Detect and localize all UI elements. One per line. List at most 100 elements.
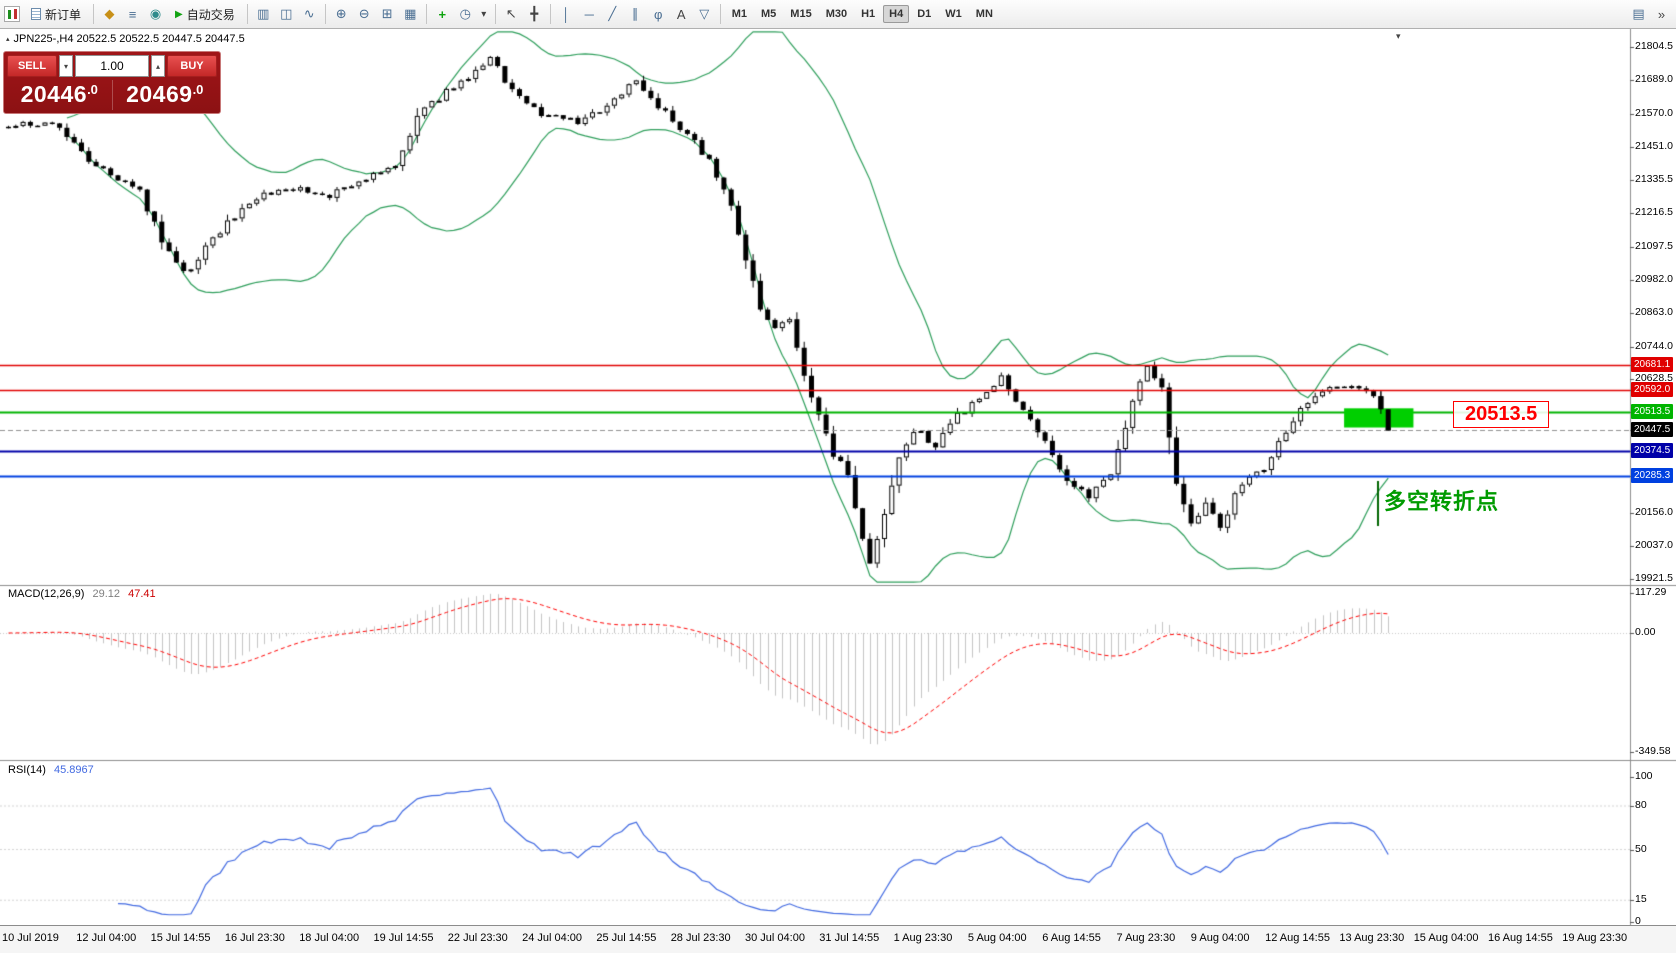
price-scale[interactable]: 21804.5 21689.0 21570.0 21451.0 21335.5 21216…	[1630, 29, 1676, 927]
time-axis-label: 19 Jul 14:55	[373, 932, 434, 944]
macd-indicator-label: MACD(12,26,9) 29.12 47.41	[8, 588, 156, 600]
turning-point-note[interactable]: 多空转折点	[1384, 489, 1500, 514]
macd-scale-label: 0.00	[1635, 626, 1656, 638]
channel-icon[interactable]: ∥	[631, 6, 639, 21]
toolbar-divider	[324, 4, 326, 24]
candle-chart-icon[interactable]: ◫	[280, 6, 293, 21]
macd-scale-label: 117.29	[1635, 586, 1667, 599]
macd-name: MACD(12,26,9)	[8, 588, 85, 600]
price-level-tag: 20592.0	[1631, 381, 1674, 397]
time-axis-label: 16 Jul 23:30	[224, 932, 285, 944]
time-axis-label: 30 Jul 04:00	[745, 932, 805, 944]
zoom-in-icon[interactable]: ⊕	[335, 6, 347, 21]
navigator-icon[interactable]: ◉	[149, 6, 162, 21]
autotrading-play-icon: ▶	[175, 8, 183, 20]
chart-canvas[interactable]	[0, 29, 1676, 925]
price-scale-label: 20863.0	[1635, 306, 1673, 319]
horizontal-line-icon[interactable]: ─	[584, 6, 594, 22]
time-axis-label: 13 Aug 23:30	[1339, 932, 1405, 944]
price-scale-label: 20744.0	[1635, 339, 1673, 352]
rsi-scale-label: 0	[1635, 915, 1641, 927]
time-axis-label: 15 Aug 04:00	[1413, 932, 1479, 944]
buy-price[interactable]: 20469.0	[111, 80, 218, 110]
crosshair-icon[interactable]: ╋	[530, 6, 539, 21]
timeframe-m1-button[interactable]: M1	[731, 8, 748, 20]
cursor-icon[interactable]: ↖	[505, 6, 517, 21]
dock-icon[interactable]: ▤	[1632, 6, 1645, 21]
price-level-tag: 20447.5	[1631, 422, 1674, 438]
timeframe-h1-button[interactable]: H1	[861, 8, 876, 20]
price-level-tag: 20513.5	[1631, 403, 1674, 419]
vertical-line-icon[interactable]: │	[562, 6, 571, 22]
sell-button[interactable]: SELL	[7, 55, 57, 77]
time-axis-label: 1 Aug 23:30	[893, 932, 953, 944]
time-axis-label: 12 Jul 04:00	[76, 932, 137, 944]
line-chart-icon[interactable]: ∿	[303, 6, 315, 21]
tile-windows-icon[interactable]: ⊞	[381, 6, 393, 21]
time-axis-label: 25 Jul 14:55	[596, 932, 657, 944]
new-order-button[interactable]: 新订单	[24, 3, 88, 25]
zoom-out-icon[interactable]: ⊖	[358, 6, 370, 21]
autotrading-label: 自动交易	[186, 7, 235, 22]
toolbar-divider	[549, 4, 551, 24]
price-level-tag: 20681.1	[1631, 356, 1674, 372]
autotrading-button[interactable]: ▶ 自动交易	[168, 3, 242, 25]
price-scale-label: 21335.5	[1635, 172, 1673, 185]
timeframe-w1-button[interactable]: W1	[945, 8, 962, 20]
rsi-scale-label: 80	[1635, 799, 1647, 811]
indicators-icon[interactable]: +	[438, 6, 447, 22]
profiles-icon[interactable]: ◆	[104, 6, 115, 21]
volume-down-button[interactable]: ▾	[59, 55, 73, 77]
trendline-icon[interactable]: ╱	[608, 6, 617, 21]
rsi-value: 45.8967	[53, 764, 94, 776]
toolbar-overflow-icon[interactable]: »	[1657, 6, 1666, 22]
sell-price-frac: .0	[87, 82, 98, 97]
fibonacci-icon[interactable]: φ	[654, 6, 663, 22]
shapes-icon[interactable]: ▽	[699, 6, 710, 21]
price-scale-label: 20037.0	[1635, 539, 1673, 552]
sell-price[interactable]: 20446.0	[7, 80, 112, 110]
price-scale-label: 21804.5	[1635, 40, 1673, 53]
time-axis-label: 9 Aug 04:00	[1190, 932, 1250, 944]
price-scale-label: 21689.0	[1635, 73, 1673, 86]
price-scale-label: 21451.0	[1635, 140, 1673, 153]
timeframe-m15-button[interactable]: M15	[790, 8, 812, 20]
time-axis-label: 28 Jul 23:30	[670, 932, 731, 944]
timeframe-h4-button[interactable]: H4	[883, 5, 910, 23]
buy-button[interactable]: BUY	[167, 55, 217, 77]
buy-price-int: 20469	[126, 81, 193, 107]
bar-chart-icon[interactable]: ▥	[257, 6, 270, 21]
rsi-name: RSI(14)	[8, 764, 46, 776]
sell-price-int: 20446	[20, 81, 88, 107]
market-watch-icon[interactable]: ≡	[128, 6, 137, 22]
time-axis-label: 31 Jul 14:55	[819, 932, 880, 944]
one-click-trading-panel: SELL ▾ ▴ BUY 20446.0 20469.0	[3, 51, 221, 114]
time-axis-label: 12 Aug 14:55	[1265, 932, 1330, 944]
macd-scale-label: -349.58	[1635, 744, 1671, 757]
timeframe-mn-button[interactable]: MN	[975, 8, 993, 20]
periods-icon[interactable]: ◷	[459, 6, 471, 21]
toolbar-divider	[719, 4, 721, 24]
toolbar-divider	[93, 4, 95, 24]
text-tool-icon[interactable]: A	[676, 6, 686, 22]
timeframe-d1-button[interactable]: D1	[917, 8, 932, 20]
grid-icon[interactable]: ▦	[404, 6, 417, 21]
rsi-scale-label: 50	[1635, 842, 1647, 855]
time-axis[interactable]: 10 Jul 2019 12 Jul 04:00 15 Jul 14:55 16 Ju…	[0, 925, 1676, 953]
chart-ohlc-readout: ▴ JPN225-,H4 20522.5 20522.5 20447.5 204…	[6, 33, 245, 45]
level-price-tag[interactable]: 20513.5	[1453, 401, 1550, 428]
price-scale-label: 19921.5	[1635, 571, 1673, 584]
main-toolbar: 新订单 ◆ ≡ ◉ ▶ 自动交易 ▥ ◫ ∿ ⊕ ⊖ ⊞ ▦ + ◷ ▾ ↖ ╋…	[0, 0, 1676, 29]
timeframe-m30-button[interactable]: M30	[825, 8, 848, 20]
price-scale-label: 20156.0	[1635, 505, 1673, 518]
templates-dropdown-icon[interactable]: ▾	[481, 8, 487, 20]
toolbar-divider	[425, 4, 427, 24]
volume-up-button[interactable]: ▴	[151, 55, 165, 77]
macd-main-value: 29.12	[92, 588, 121, 600]
price-level-tag: 20285.3	[1631, 468, 1674, 484]
time-axis-label: 19 Aug 23:30	[1562, 932, 1628, 944]
chart-title: JPN225-,H4 20522.5 20522.5 20447.5 20447…	[13, 33, 245, 45]
volume-input[interactable]	[75, 55, 149, 77]
timeframe-m5-button[interactable]: M5	[761, 8, 777, 20]
